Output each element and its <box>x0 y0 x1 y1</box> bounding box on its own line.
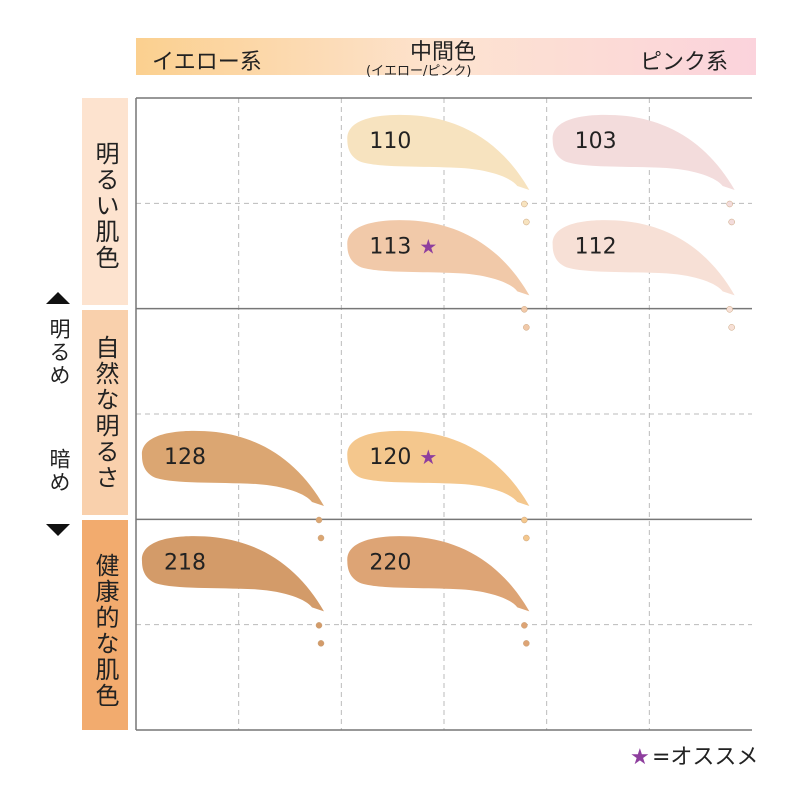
swatch-stroke <box>347 430 530 506</box>
swatch: 218 <box>141 536 325 647</box>
header-neutral-sub: (イエロー/ピンク) <box>366 64 472 79</box>
swatch: 110 <box>347 114 530 226</box>
swatch-stroke <box>347 220 530 296</box>
swatch-dot <box>521 516 528 524</box>
swatch-label: 220 <box>369 550 411 575</box>
legend-symbol: ★ <box>630 745 650 770</box>
swatch-dot <box>521 200 528 208</box>
swatch-label: 113 <box>369 234 411 259</box>
arrow-up <box>46 292 70 304</box>
swatch-stroke <box>347 114 530 190</box>
swatch-dot <box>523 640 530 647</box>
swatch: 128 <box>141 430 325 542</box>
recommended-star: ★ <box>419 234 437 258</box>
swatch-dot <box>315 622 323 629</box>
swatch-dot <box>523 534 530 542</box>
swatch-dot <box>521 306 528 313</box>
swatch: 120 ★ <box>347 430 530 542</box>
swatch-stroke <box>141 430 324 506</box>
swatch-dot <box>521 622 528 629</box>
swatch-dot <box>523 324 530 331</box>
swatch: 112 <box>552 220 735 331</box>
swatch-label: 112 <box>575 234 617 259</box>
swatch-stroke <box>347 536 530 612</box>
row-label-bg <box>82 310 128 515</box>
header-bar <box>136 38 756 75</box>
row-label: 健康的な肌色 <box>91 553 119 709</box>
swatch-label: 128 <box>164 445 206 470</box>
axis-darker: 暗め <box>47 448 71 494</box>
swatch: 113 ★ <box>347 220 530 331</box>
swatch-label: 103 <box>575 129 617 154</box>
swatch-label: 218 <box>164 550 206 575</box>
swatch: 220 <box>347 536 530 647</box>
swatch-dot <box>728 324 735 331</box>
row-label-bg <box>82 98 128 305</box>
row-label-bg <box>82 520 128 730</box>
row-label: 明るい肌色 <box>91 141 119 271</box>
swatch-label: 110 <box>369 129 411 154</box>
header-pink: ピンク系 <box>640 50 729 75</box>
header-neutral: 中間色 <box>410 40 477 65</box>
axis-lighter: 明るめ <box>47 318 71 387</box>
row-label: 自然な明るさ <box>91 335 119 491</box>
swatch-dot <box>317 534 325 542</box>
recommended-star: ★ <box>419 445 437 469</box>
swatch-dot <box>726 200 733 208</box>
header-yellow: イエロー系 <box>152 50 262 75</box>
swatch-dot <box>317 640 325 647</box>
swatch-stroke <box>552 114 735 190</box>
swatch-dot <box>728 218 735 226</box>
grid <box>135 97 752 731</box>
swatch-dot <box>315 516 323 524</box>
swatch: 103 <box>552 114 735 226</box>
legend-text: =オススメ <box>652 745 758 770</box>
arrow-down <box>46 524 70 536</box>
swatch-label: 120 <box>369 445 411 470</box>
swatch-stroke <box>552 220 735 296</box>
swatch-stroke <box>141 536 324 612</box>
swatch-dot <box>523 218 530 226</box>
swatch-dot <box>726 306 733 313</box>
